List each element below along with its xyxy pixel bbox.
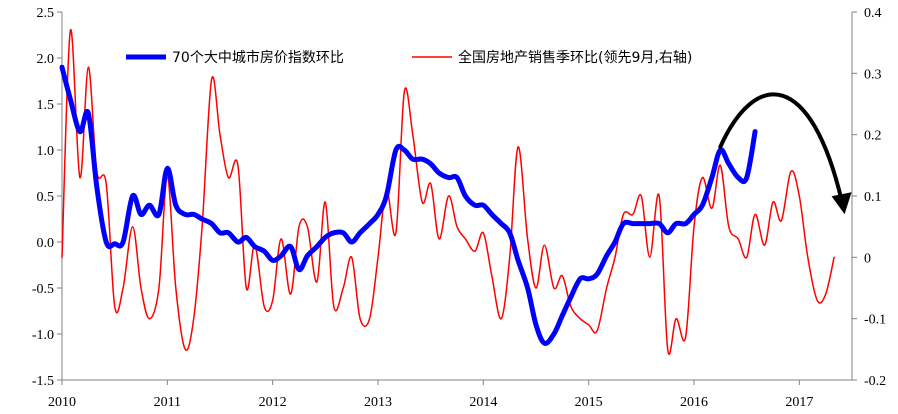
left-tick-label: 0.0 xyxy=(37,236,55,251)
right-tick-label: -0.2 xyxy=(864,374,886,389)
right-tick-label: -0.1 xyxy=(864,313,886,328)
left-tick-label: 1.0 xyxy=(37,144,55,159)
right-tick-label: 0.2 xyxy=(864,129,882,144)
x-tick-label: 2014 xyxy=(469,395,497,410)
x-tick-label: 2011 xyxy=(154,395,181,410)
x-tick-label: 2017 xyxy=(785,395,813,410)
x-tick-label: 2016 xyxy=(680,395,708,410)
right-tick-label: 0.1 xyxy=(864,190,882,205)
series-line-house-price xyxy=(59,64,758,346)
x-axis-ticks: 2010 2011 2012 2013 2014 2015 2016 2017 xyxy=(48,380,813,410)
left-axis-ticks: -1.5 -1.0 -0.5 0.0 0.5 1.0 1.5 2.0 2.5 xyxy=(32,6,62,389)
right-tick-label: 0.4 xyxy=(864,6,882,21)
x-tick-label: 2013 xyxy=(364,395,392,410)
series-line-sales xyxy=(61,29,835,355)
right-tick-label: 0.3 xyxy=(864,67,882,82)
x-tick-label: 2012 xyxy=(259,395,287,410)
series-layer xyxy=(59,29,835,355)
x-tick-label: 2010 xyxy=(48,395,76,410)
left-tick-label: 0.5 xyxy=(37,190,55,205)
legend-label-house-price: 70个大中城市房价指数环比 xyxy=(172,49,344,66)
legend-label-sales: 全国房地产销售季环比(领先9月,右轴) xyxy=(458,49,692,66)
left-tick-label: -1.5 xyxy=(32,374,54,389)
left-tick-label: 2.0 xyxy=(37,52,55,67)
legend: 70个大中城市房价指数环比 全国房地产销售季环比(领先9月,右轴) xyxy=(126,49,692,66)
left-tick-label: 2.5 xyxy=(37,6,55,21)
annotation-layer xyxy=(718,92,852,215)
forecast-arrow-head xyxy=(831,192,852,215)
left-tick-label: -1.0 xyxy=(32,328,54,343)
x-tick-label: 2015 xyxy=(575,395,603,410)
left-tick-label: -0.5 xyxy=(32,282,54,297)
right-tick-label: 0 xyxy=(864,251,871,266)
forecast-arrow-shaft xyxy=(718,92,844,203)
left-tick-label: 1.5 xyxy=(37,98,55,113)
right-axis-ticks: -0.2 -0.1 0 0.1 0.2 0.3 0.4 xyxy=(852,6,886,389)
